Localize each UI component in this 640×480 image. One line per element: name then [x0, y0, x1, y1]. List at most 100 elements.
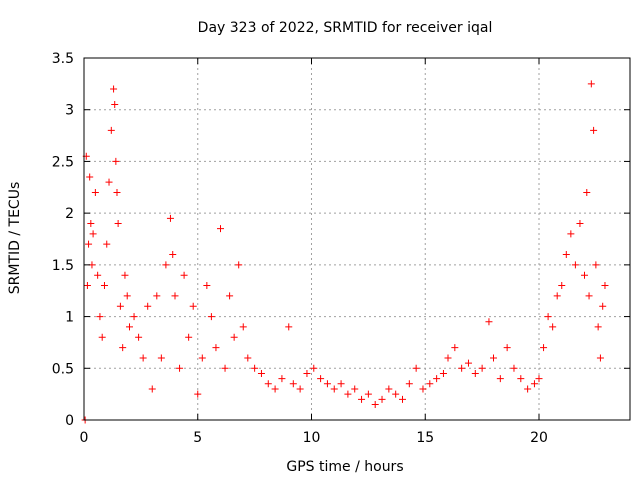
data-point	[278, 375, 286, 383]
grid-lines	[84, 58, 630, 420]
data-point	[217, 225, 224, 233]
x-tick-label: 20	[530, 430, 548, 446]
data-point	[171, 292, 179, 300]
plot-frame	[83, 57, 631, 421]
data-point	[471, 369, 479, 377]
data-point	[194, 390, 202, 398]
y-tick-label: 1	[65, 310, 74, 326]
data-point	[444, 354, 452, 362]
data-point	[180, 271, 188, 279]
data-point	[100, 282, 108, 290]
data-point	[303, 369, 311, 377]
data-point	[412, 364, 420, 372]
data-point	[596, 354, 604, 362]
data-point	[119, 344, 127, 352]
data-point	[587, 80, 595, 88]
data-point	[385, 385, 393, 393]
data-point	[107, 126, 115, 134]
data-point	[239, 323, 247, 331]
data-point	[317, 375, 325, 383]
data-point	[583, 188, 591, 196]
data-point	[110, 85, 118, 93]
data-point	[226, 292, 234, 300]
data-point	[257, 369, 265, 377]
data-point	[85, 240, 93, 248]
x-tick-label: 15	[416, 430, 434, 446]
x-tick-label: 0	[80, 430, 89, 446]
data-point	[510, 364, 518, 372]
y-tick-label: 2.5	[52, 154, 74, 170]
data-point	[426, 380, 434, 388]
data-point	[378, 395, 386, 403]
data-point	[264, 380, 272, 388]
data-point	[581, 271, 588, 279]
data-point	[590, 126, 598, 134]
data-point	[530, 380, 538, 388]
data-point	[185, 333, 193, 341]
data-point	[540, 344, 548, 352]
data-point	[524, 385, 532, 393]
data-point	[235, 261, 243, 269]
data-point	[130, 313, 138, 321]
data-point	[558, 282, 566, 290]
data-point	[592, 261, 600, 269]
data-point	[419, 385, 427, 393]
data-point	[490, 354, 497, 362]
data-point	[392, 390, 400, 398]
data-point	[323, 380, 331, 388]
data-point	[221, 364, 229, 372]
data-point	[91, 188, 99, 196]
data-point	[458, 364, 466, 372]
data-point	[112, 157, 120, 165]
data-point	[169, 251, 177, 259]
data-point	[571, 261, 579, 269]
data-point	[439, 369, 447, 377]
data-point	[285, 323, 293, 331]
data-point	[207, 313, 215, 321]
data-point	[405, 380, 413, 388]
data-point	[358, 395, 366, 403]
x-tick-label: 5	[193, 430, 202, 446]
data-point	[162, 261, 170, 269]
data-point	[89, 230, 97, 238]
data-point	[98, 333, 106, 341]
data-point	[601, 282, 609, 290]
data-point	[203, 282, 211, 290]
data-point	[135, 333, 143, 341]
data-point	[96, 313, 104, 321]
data-point	[337, 380, 345, 388]
data-point	[344, 390, 352, 398]
data-point	[121, 271, 129, 279]
x-axis-label: GPS time / hours	[286, 459, 403, 475]
data-point	[139, 354, 147, 362]
data-point	[553, 292, 561, 300]
data-point	[310, 364, 318, 372]
data-point	[496, 375, 504, 383]
y-tick-label: 3.5	[52, 51, 74, 67]
data-point	[189, 302, 197, 310]
data-point	[103, 240, 111, 248]
data-point	[251, 364, 259, 372]
data-point	[230, 333, 238, 341]
data-point	[576, 219, 584, 227]
y-tick-label: 0.5	[52, 361, 74, 377]
data-point	[244, 354, 252, 362]
data-point	[544, 313, 552, 321]
data-point	[176, 364, 184, 372]
data-point	[364, 390, 372, 398]
data-point	[94, 271, 102, 279]
data-point	[464, 359, 472, 367]
chart-title: Day 323 of 2022, SRMTID for receiver iqa…	[198, 20, 493, 36]
data-point	[535, 375, 543, 383]
data-point	[399, 395, 406, 403]
data-point	[585, 292, 593, 300]
axis-ticks: 0 5 10 15 20 0 0.5 1 1.5 2 2.5 3 3.5	[52, 51, 630, 446]
data-point	[485, 318, 493, 326]
data-point	[296, 385, 304, 393]
data-point	[87, 219, 95, 227]
data-point	[116, 302, 124, 310]
data-point	[503, 344, 511, 352]
data-point	[478, 364, 486, 372]
data-point	[113, 188, 121, 196]
data-point	[86, 173, 94, 181]
